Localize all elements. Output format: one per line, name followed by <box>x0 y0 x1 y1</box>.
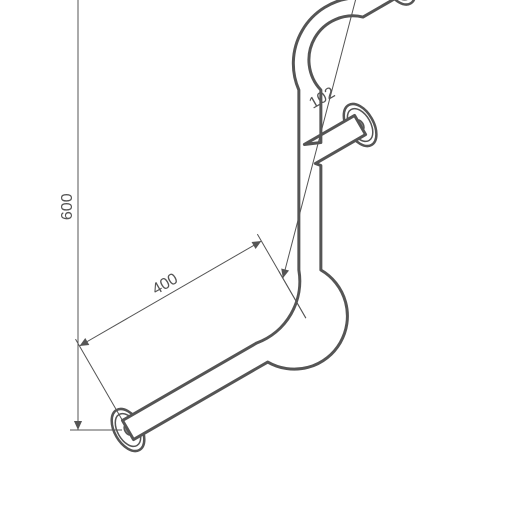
dim-height-label: 600 <box>59 193 76 220</box>
dim-width-label: 400 <box>149 270 181 298</box>
